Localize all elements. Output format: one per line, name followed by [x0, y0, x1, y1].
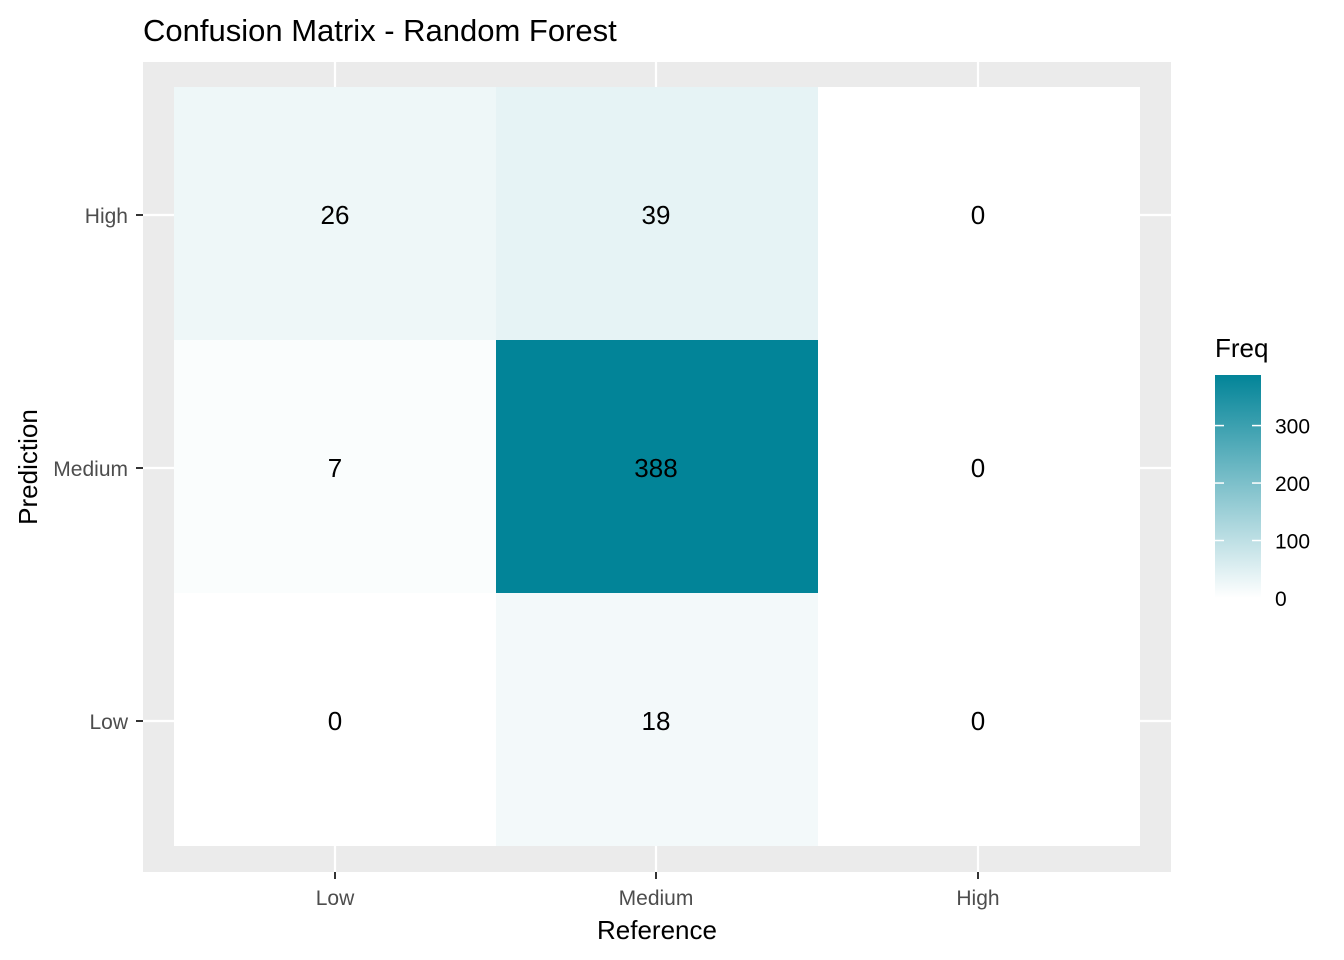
x-tick-label-high: High: [956, 887, 999, 910]
y-axis-title: Prediction: [13, 409, 43, 525]
cell-high-high: [818, 87, 1140, 340]
cell-medium-medium: [496, 340, 818, 593]
legend-colorbar: [1215, 375, 1261, 598]
cell-low-high-label: 0: [971, 706, 985, 736]
cell-medium-medium-label: 388: [634, 453, 677, 483]
color-legend: Freq 0 100 200 300: [1215, 333, 1310, 611]
cell-high-high-label: 0: [971, 200, 985, 230]
legend-ticks: 0 100 200 300: [1215, 416, 1310, 611]
legend-title: Freq: [1215, 333, 1268, 363]
cell-high-low: [174, 87, 496, 340]
x-axis-title: Reference: [597, 915, 717, 945]
cell-medium-low-label: 7: [328, 453, 342, 483]
legend-tick-label-0: 0: [1275, 588, 1287, 611]
cell-medium-high-label: 0: [971, 453, 985, 483]
cell-low-medium-label: 18: [642, 706, 671, 736]
x-tick-label-medium: Medium: [619, 887, 694, 910]
legend-tick-label-300: 300: [1275, 416, 1310, 439]
chart-title: Confusion Matrix - Random Forest: [143, 13, 617, 48]
y-axis: High Medium Low: [53, 205, 143, 734]
y-tick-label-low: Low: [89, 711, 128, 734]
cell-low-low-label: 0: [328, 706, 342, 736]
heatmap-cells: [174, 87, 1140, 846]
cell-high-medium: [496, 87, 818, 340]
cell-low-low: [174, 593, 496, 846]
cell-high-low-label: 26: [321, 200, 350, 230]
cell-medium-high: [818, 340, 1140, 593]
x-tick-label-low: Low: [316, 887, 355, 910]
y-tick-label-high: High: [85, 205, 128, 228]
cell-low-high: [818, 593, 1140, 846]
legend-tick-label-200: 200: [1275, 473, 1310, 496]
cell-value-labels: 26 39 0 7 388 0 0 18 0: [321, 200, 986, 736]
cell-high-medium-label: 39: [642, 200, 671, 230]
y-tick-label-medium: Medium: [53, 458, 128, 481]
cell-medium-low: [174, 340, 496, 593]
legend-tick-label-100: 100: [1275, 531, 1310, 554]
cell-low-medium: [496, 593, 818, 846]
x-axis: Low Medium High: [316, 872, 1000, 910]
